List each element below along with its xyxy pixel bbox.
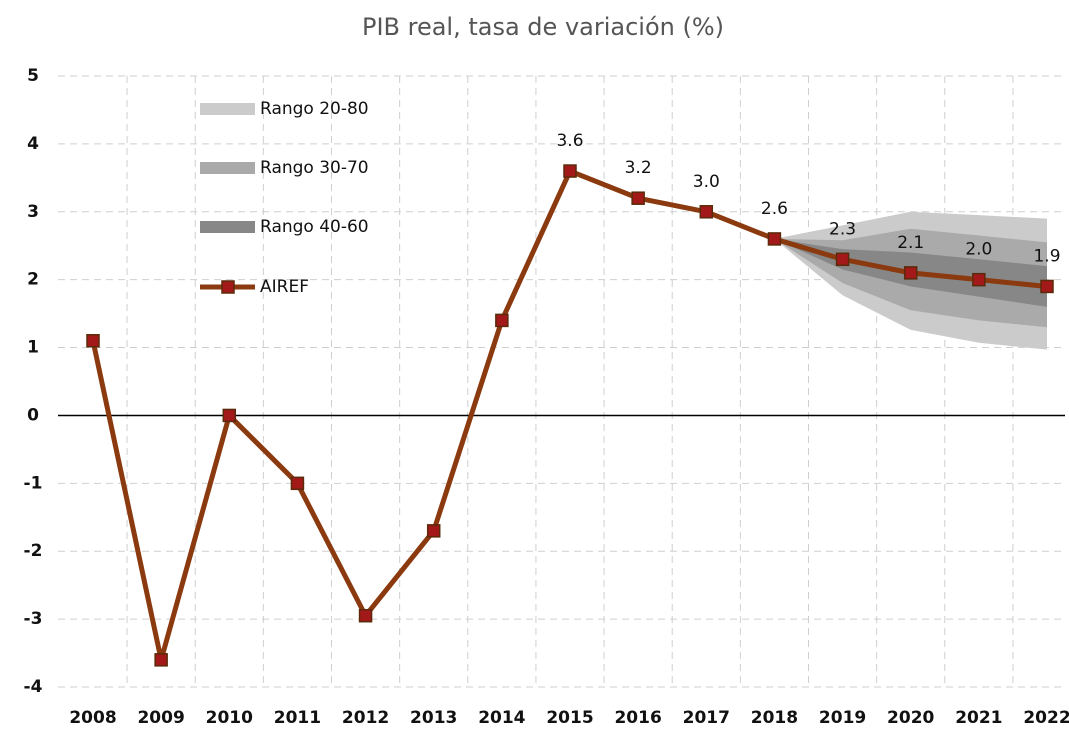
marker <box>972 272 986 287</box>
legend-label: Rango 40-60 <box>260 217 369 237</box>
legend-marker <box>221 280 235 294</box>
value-label: 2.1 <box>897 233 924 253</box>
marker <box>426 524 441 538</box>
y-tick-label: -1 <box>24 473 43 493</box>
x-tick-label: 2010 <box>206 708 253 728</box>
y-tick-label: -3 <box>24 609 43 629</box>
y-tick-label: 3 <box>27 202 39 222</box>
legend-label: Rango 20-80 <box>260 99 369 119</box>
x-tick-label: 2011 <box>274 708 321 728</box>
chart-title: PIB real, tasa de variación (%) <box>362 13 724 41</box>
value-label: 2.3 <box>829 219 856 239</box>
x-tick-label: 2017 <box>683 708 730 728</box>
marker <box>631 191 645 205</box>
y-tick-label: -4 <box>24 677 43 697</box>
legend-swatch <box>200 103 255 115</box>
value-label: 3.0 <box>693 172 720 192</box>
legend-label: Rango 30-70 <box>260 158 369 178</box>
legend-swatch <box>200 162 255 174</box>
marker <box>358 608 373 623</box>
marker <box>767 232 782 246</box>
x-tick-label: 2016 <box>614 708 661 728</box>
marker <box>495 313 509 328</box>
y-tick-label: 2 <box>27 270 39 290</box>
y-tick-label: 4 <box>27 134 39 154</box>
value-label: 1.9 <box>1033 246 1060 266</box>
marker <box>1040 279 1054 294</box>
x-tick-label: 2021 <box>955 708 1002 728</box>
value-label: 2.0 <box>965 240 992 260</box>
legend-swatch <box>200 221 255 233</box>
value-label: 3.2 <box>625 158 652 178</box>
x-tick-label: 2014 <box>478 708 525 728</box>
y-tick-label: -2 <box>24 541 43 561</box>
marker <box>563 164 577 178</box>
x-tick-label: 2019 <box>819 708 866 728</box>
marker <box>699 205 714 219</box>
marker <box>835 252 850 267</box>
marker <box>86 334 100 348</box>
x-tick-label: 2008 <box>69 708 116 728</box>
x-tick-label: 2022 <box>1023 708 1069 728</box>
y-tick-label: 5 <box>27 66 39 86</box>
y-tick-label: 1 <box>27 338 39 358</box>
marker <box>290 476 305 491</box>
x-tick-label: 2013 <box>410 708 457 728</box>
x-tick-label: 2012 <box>342 708 389 728</box>
marker <box>903 266 918 280</box>
legend-label: AIREF <box>260 277 309 297</box>
value-label: 2.6 <box>761 199 788 219</box>
marker <box>154 653 168 667</box>
x-tick-label: 2009 <box>137 708 184 728</box>
y-tick-label: 0 <box>27 405 39 425</box>
x-tick-label: 2020 <box>887 708 934 728</box>
x-tick-label: 2018 <box>751 708 798 728</box>
x-tick-label: 2015 <box>546 708 593 728</box>
marker <box>222 408 237 423</box>
value-label: 3.6 <box>556 131 583 151</box>
